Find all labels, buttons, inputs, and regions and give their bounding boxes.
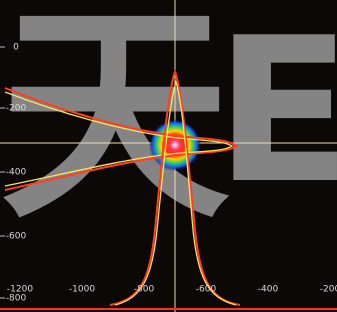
x-tick-label: -200 [320,285,337,295]
watermark-glyph: E [215,0,337,228]
beam-profile-view: 天E 0-200-400-600-800-1200-1000-800-600-4… [0,0,337,312]
y-tick-label: -600 [6,232,27,242]
y-tick-label: -200 [6,104,27,114]
beam-spot [149,119,201,171]
x-tick-label: -1200 [7,285,33,295]
x-tick-label: -800 [134,285,155,295]
y-tick-label: -400 [6,168,27,178]
x-tick-label: -400 [258,285,279,295]
x-tick-label: -600 [196,285,217,295]
y-tick-label: 0 [13,43,19,53]
x-tick-label: -1000 [69,285,95,295]
y-tick-label: -800 [6,294,27,304]
